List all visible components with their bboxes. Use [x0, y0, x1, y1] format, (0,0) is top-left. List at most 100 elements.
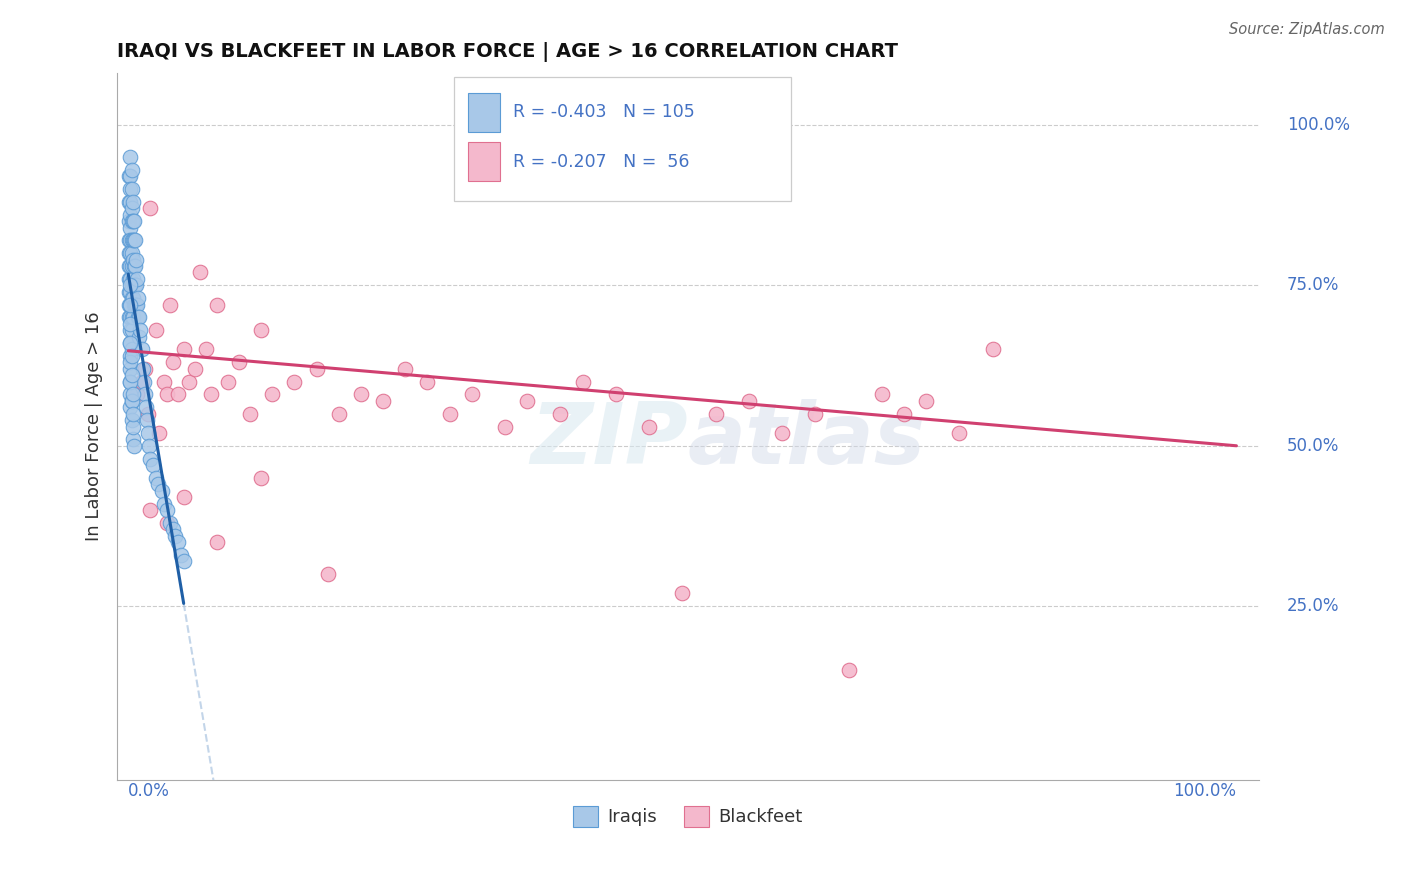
Point	[239, 407, 262, 421]
Point	[121, 182, 143, 196]
Point	[120, 233, 142, 247]
Point	[121, 310, 143, 325]
Point	[118, 194, 141, 209]
Point	[121, 433, 143, 447]
Point	[121, 246, 143, 260]
Point	[139, 451, 162, 466]
Point	[121, 310, 143, 325]
Point	[120, 401, 142, 415]
FancyBboxPatch shape	[454, 77, 790, 201]
Point	[188, 265, 211, 279]
Point	[838, 664, 860, 678]
Point	[173, 554, 195, 568]
Point	[250, 471, 273, 485]
Point	[121, 368, 143, 383]
Point	[139, 201, 162, 215]
Text: IRAQI VS BLACKFEET IN LABOR FORCE | AGE > 16 CORRELATION CHART: IRAQI VS BLACKFEET IN LABOR FORCE | AGE …	[117, 42, 898, 62]
Point	[120, 182, 142, 196]
Point	[122, 297, 145, 311]
Point	[142, 458, 165, 472]
Point	[948, 425, 970, 440]
Point	[127, 291, 149, 305]
Point	[121, 201, 143, 215]
Point	[316, 567, 339, 582]
Point	[156, 387, 179, 401]
Point	[139, 503, 162, 517]
Point	[136, 413, 159, 427]
Point	[131, 343, 153, 357]
FancyBboxPatch shape	[468, 143, 499, 181]
Point	[129, 323, 152, 337]
Point	[200, 387, 222, 401]
Point	[121, 349, 143, 363]
Point	[148, 425, 170, 440]
Point	[167, 535, 190, 549]
Point	[120, 317, 142, 331]
Point	[132, 375, 155, 389]
Point	[120, 387, 142, 401]
Point	[118, 310, 141, 325]
Point	[121, 393, 143, 408]
Point	[121, 233, 143, 247]
Point	[250, 323, 273, 337]
Point	[981, 343, 1004, 357]
Point	[173, 343, 195, 357]
Point	[120, 375, 142, 389]
Point	[120, 297, 142, 311]
Point	[205, 535, 228, 549]
Point	[217, 375, 239, 389]
Point	[121, 387, 143, 401]
Point	[120, 323, 142, 337]
Point	[120, 194, 142, 209]
Point	[439, 407, 461, 421]
Point	[127, 297, 149, 311]
Point	[134, 361, 156, 376]
Point	[122, 233, 145, 247]
Point	[205, 297, 228, 311]
Point	[138, 439, 160, 453]
Point	[134, 387, 156, 401]
Point	[605, 387, 627, 401]
Point	[804, 407, 827, 421]
Point	[738, 393, 761, 408]
Point	[127, 387, 149, 401]
Legend: Iraqis, Blackfeet: Iraqis, Blackfeet	[565, 799, 810, 834]
Point	[893, 407, 915, 421]
Text: Source: ZipAtlas.com: Source: ZipAtlas.com	[1229, 22, 1385, 37]
Point	[120, 355, 142, 369]
Point	[120, 272, 142, 286]
Point	[416, 375, 439, 389]
Point	[135, 401, 157, 415]
Point	[262, 387, 284, 401]
Point	[118, 259, 141, 273]
Point	[162, 522, 184, 536]
FancyBboxPatch shape	[468, 93, 499, 132]
Text: 25.0%: 25.0%	[1286, 598, 1340, 615]
Point	[184, 361, 207, 376]
Point	[120, 375, 142, 389]
Point	[118, 214, 141, 228]
Point	[305, 361, 328, 376]
Point	[494, 419, 516, 434]
Point	[121, 214, 143, 228]
Point	[122, 278, 145, 293]
Point	[120, 246, 142, 260]
Point	[121, 291, 143, 305]
Point	[120, 150, 142, 164]
Point	[120, 208, 142, 222]
Point	[121, 278, 143, 293]
Text: 100.0%: 100.0%	[1286, 116, 1350, 134]
Text: 75.0%: 75.0%	[1286, 277, 1340, 294]
Point	[121, 259, 143, 273]
Point	[704, 407, 727, 421]
Point	[131, 375, 153, 389]
Point	[124, 278, 146, 293]
Point	[122, 214, 145, 228]
Point	[120, 297, 142, 311]
Point	[118, 169, 141, 183]
Point	[124, 297, 146, 311]
Point	[150, 483, 173, 498]
Point	[152, 497, 174, 511]
Point	[156, 503, 179, 517]
Point	[120, 349, 142, 363]
